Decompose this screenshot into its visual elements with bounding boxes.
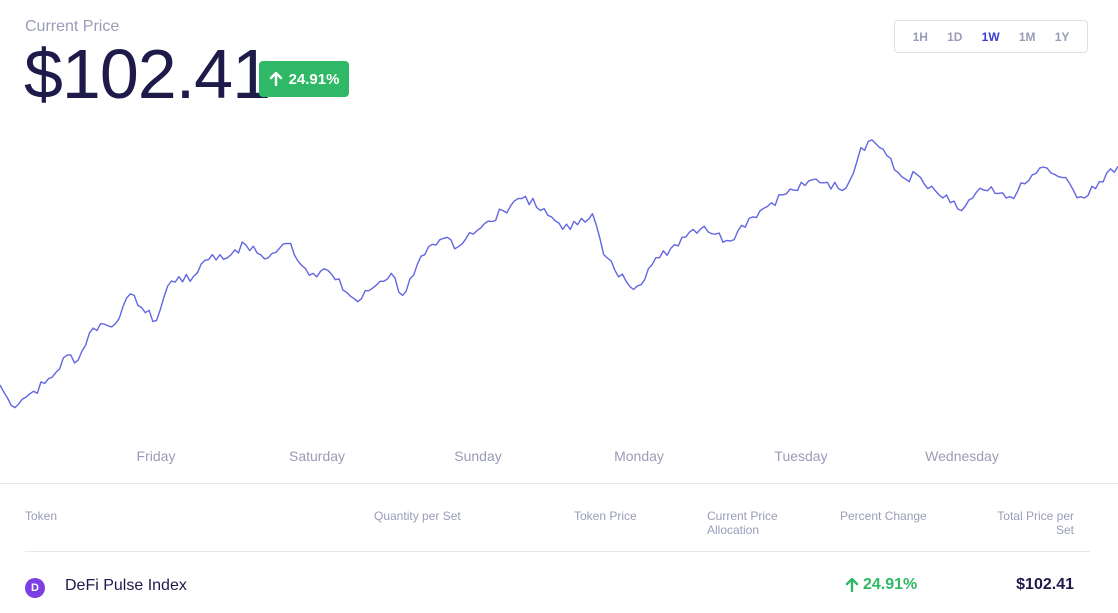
row-total-price: $102.41 <box>1016 576 1074 593</box>
row-percent-change: 24.91% <box>845 576 917 594</box>
x-label-tuesday: Tuesday <box>774 448 828 464</box>
x-label-wednesday: Wednesday <box>925 448 999 464</box>
header-percent-change: Percent Change <box>840 509 927 523</box>
header-quantity: Quantity per Set <box>374 509 461 523</box>
table-header-divider <box>25 551 1090 552</box>
range-1h-button[interactable]: 1H <box>912 29 928 44</box>
time-range-selector: 1H 1D 1W 1M 1Y <box>894 20 1088 53</box>
price-change-value: 24.91% <box>288 70 340 88</box>
x-label-monday: Monday <box>614 448 664 464</box>
arrow-up-icon <box>845 578 859 592</box>
row-percent-change-value: 24.91% <box>863 576 918 593</box>
header-token: Token <box>25 509 58 523</box>
price-change-badge: 24.91% <box>259 61 349 97</box>
price-line <box>0 139 1118 409</box>
range-1m-button[interactable]: 1M <box>1018 29 1036 44</box>
current-price: $102.41 <box>24 35 271 113</box>
x-label-friday: Friday <box>136 448 176 464</box>
header-allocation: Current Price Allocation <box>707 509 778 537</box>
header-total-price: Total Price per Set <box>997 509 1074 537</box>
header-token-price: Token Price <box>574 509 637 523</box>
x-label-saturday: Saturday <box>288 448 346 464</box>
range-1y-button[interactable]: 1Y <box>1054 29 1070 44</box>
current-price-label: Current Price <box>25 18 120 35</box>
x-label-sunday: Sunday <box>454 448 502 464</box>
token-name[interactable]: DeFi Pulse Index <box>65 577 187 594</box>
chart-divider <box>0 483 1118 484</box>
defi-pulse-token-icon: D <box>25 578 45 598</box>
range-1d-button[interactable]: 1D <box>947 29 963 44</box>
price-chart[interactable] <box>0 110 1118 440</box>
range-1w-button[interactable]: 1W <box>981 29 1000 44</box>
arrow-up-icon <box>269 72 282 86</box>
